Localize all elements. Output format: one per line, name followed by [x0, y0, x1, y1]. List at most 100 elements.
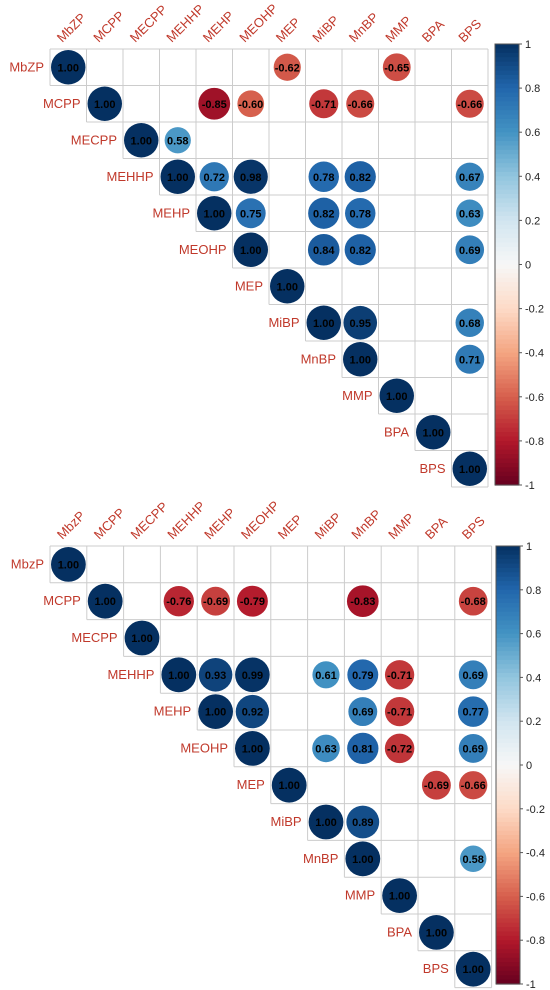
colorbar-segment	[496, 800, 520, 806]
colorbar-segment	[496, 896, 520, 902]
row-label: BPS	[419, 461, 445, 476]
colorbar-segment	[495, 317, 519, 323]
column-label: MnBP	[348, 506, 384, 542]
colorbar-segment	[496, 944, 520, 950]
correlation-value: 0.93	[205, 670, 226, 682]
colorbar-segment	[495, 418, 519, 424]
correlation-panel-2: MbzPMbzPMCPPMCPPMECPPMECPPMEHHPMEHHPMEHP…	[11, 498, 545, 990]
correlation-circle	[419, 915, 454, 950]
correlation-circle	[237, 90, 265, 118]
colorbar-segment	[495, 207, 519, 213]
colorbar-segment	[495, 321, 519, 327]
row-label: MnBP	[303, 851, 338, 866]
colorbar-segment	[495, 189, 519, 195]
colorbar-segment	[496, 567, 520, 573]
correlation-value: -0.71	[387, 707, 412, 719]
correlation-value: 0.99	[242, 670, 263, 682]
colorbar-segment	[496, 778, 520, 784]
row-label: MEP	[237, 777, 265, 792]
colorbar-segment	[495, 57, 519, 63]
colorbar-tick-label: 0.4	[525, 171, 540, 183]
colorbar-tick-label: 0.8	[526, 585, 541, 597]
row-label: MMP	[342, 388, 372, 403]
colorbar-segment	[496, 765, 520, 770]
colorbar-segment	[496, 769, 520, 775]
correlation-circle	[308, 804, 344, 840]
colorbar-tick-label: 0	[526, 760, 532, 772]
colorbar-segment	[495, 141, 519, 147]
colorbar-tick-label: -0.2	[525, 304, 544, 316]
colorbar-segment	[495, 410, 519, 416]
correlation-circle	[344, 234, 376, 266]
row-label: MEOHP	[179, 242, 227, 257]
colorbar-segment	[496, 686, 520, 692]
correlation-circle	[382, 878, 417, 913]
row-label: MEHP	[152, 205, 190, 220]
correlation-value: 1.00	[58, 559, 79, 571]
colorbar-segment	[496, 629, 520, 635]
correlation-value: 1.00	[386, 391, 407, 403]
colorbar-segment	[496, 821, 520, 827]
colorbar-segment	[496, 681, 520, 687]
colorbar-segment	[496, 589, 520, 595]
colorbar-segment	[496, 576, 520, 582]
correlation-circle	[160, 159, 195, 194]
column-label: BPS	[455, 16, 484, 45]
colorbar-segment	[495, 48, 519, 54]
colorbar-segment	[496, 642, 520, 648]
column-label: MEHHP	[164, 498, 208, 542]
colorbar-segment	[496, 677, 520, 683]
colorbar-segment	[495, 432, 519, 438]
colorbar-segment	[495, 132, 519, 138]
correlation-circle	[161, 657, 197, 693]
colorbar-segment	[495, 224, 519, 230]
correlation-value: 0.63	[315, 743, 336, 755]
correlation-circle	[345, 841, 381, 877]
colorbar-segment	[496, 962, 520, 968]
colorbar-segment	[495, 339, 519, 345]
colorbar-segment	[495, 357, 519, 363]
colorbar-segment	[496, 813, 520, 819]
colorbar-segment	[495, 255, 519, 261]
colorbar-segment	[496, 554, 520, 560]
colorbar-segment	[496, 874, 520, 880]
colorbar-segment	[495, 405, 519, 411]
correlation-value: 0.67	[459, 172, 480, 184]
colorbar-segment	[495, 304, 519, 310]
colorbar-segment	[496, 694, 520, 700]
colorbar-segment	[495, 74, 519, 80]
correlation-value: 0.78	[313, 172, 334, 184]
correlation-circle	[456, 199, 484, 227]
colorbar-segment	[496, 791, 520, 797]
correlation-circle	[416, 415, 451, 450]
colorbar-segment	[496, 655, 520, 661]
colorbar-segment	[496, 585, 520, 591]
colorbar-segment	[496, 848, 520, 854]
correlation-circle	[308, 197, 340, 229]
colorbar-segment	[496, 712, 520, 718]
correlation-value: 0.81	[352, 743, 373, 755]
colorbar-segment	[496, 808, 520, 814]
colorbar-segment	[496, 550, 520, 556]
colorbar-segment	[495, 251, 519, 257]
colorbar-tick-label: 0.2	[526, 716, 541, 728]
colorbar-segment	[495, 79, 519, 85]
colorbar-segment	[496, 633, 520, 639]
colorbar-segment	[495, 149, 519, 155]
row-label: MiBP	[271, 814, 302, 829]
correlation-circle	[87, 583, 123, 619]
correlation-circle	[87, 86, 122, 121]
colorbar-segment	[495, 387, 519, 393]
colorbar-segment	[495, 202, 519, 208]
colorbar-segment	[496, 703, 520, 709]
colorbar-segment	[496, 905, 520, 911]
correlation-circle	[455, 344, 485, 374]
colorbar-segment	[495, 365, 519, 371]
correlation-circle	[384, 733, 415, 764]
colorbar-segment	[496, 856, 520, 862]
colorbar-segment	[496, 699, 520, 705]
correlation-value: 1.00	[204, 208, 225, 220]
correlation-value: 0.75	[240, 208, 261, 220]
correlation-value: 0.92	[242, 707, 263, 719]
